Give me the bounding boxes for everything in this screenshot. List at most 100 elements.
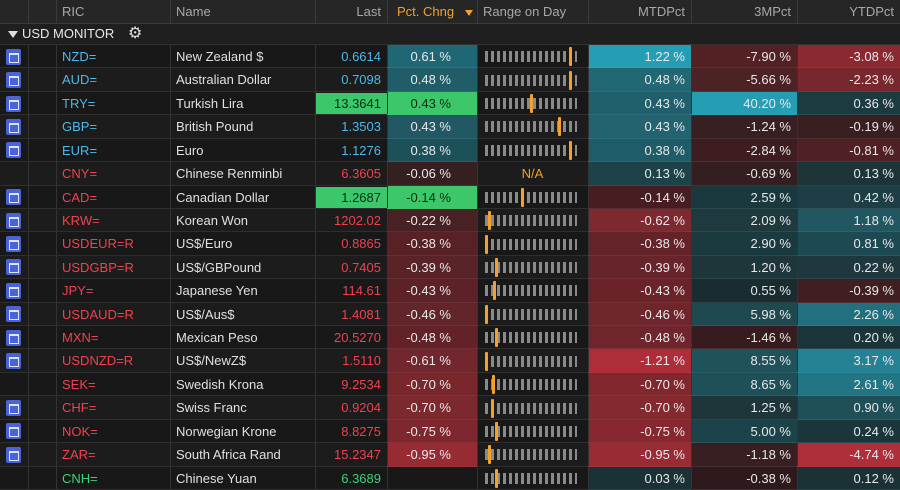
column-separator xyxy=(797,45,798,68)
column-separator xyxy=(170,396,171,419)
settings-gear[interactable]: ⚙ xyxy=(128,25,143,42)
column-separator xyxy=(477,138,478,162)
column-separator xyxy=(28,255,29,279)
instrument-icon[interactable] xyxy=(6,95,21,112)
last-cell: 0.7098 xyxy=(341,72,381,88)
table-row[interactable]: AUD= Australian Dollar 0.7098 0.48 % 0.48 % -… xyxy=(0,68,900,92)
table-row[interactable]: USDGBP=R US$/GBPound 0.7405 -0.39 % -0.39 % 1… xyxy=(0,255,900,280)
name-cell: Turkish Lira xyxy=(176,95,244,111)
mtd-cell: 0.13 % xyxy=(588,162,691,186)
column-separator xyxy=(28,138,29,162)
pct-chng-cell: -0.14 % xyxy=(387,185,477,209)
column-separator xyxy=(387,115,388,138)
table-row[interactable]: CNH= Chinese Yuan 6.3689 0.03 % -0.38 % 0.12 … xyxy=(0,466,900,490)
instrument-icon[interactable] xyxy=(6,306,21,323)
column-header[interactable]: Pct. Chng xyxy=(397,4,455,19)
column-header[interactable]: YTDPct xyxy=(849,4,894,19)
column-separator xyxy=(56,372,57,396)
column-separator xyxy=(56,68,57,91)
column-separator xyxy=(477,396,478,419)
table-row[interactable]: JPY= Japanese Yen 114.61 -0.43 % -0.43 % 0.55… xyxy=(0,279,900,303)
instrument-icon[interactable] xyxy=(6,400,21,417)
instrument-icon[interactable] xyxy=(6,48,21,65)
range-marker xyxy=(491,375,495,395)
table-row[interactable]: NOK= Norwegian Krone 8.8275 -0.75 % -0.75 % 5… xyxy=(0,419,900,444)
mtd-cell: -0.46 % xyxy=(588,302,691,327)
column-header[interactable]: Last xyxy=(356,4,381,19)
column-separator xyxy=(315,279,316,302)
table-row[interactable]: KRW= Korean Won 1202.02 -0.22 % -0.62 % 2.09 … xyxy=(0,208,900,233)
instrument-icon[interactable] xyxy=(6,259,21,276)
range-scale xyxy=(485,51,577,63)
column-separator xyxy=(170,185,171,208)
table-row[interactable]: EUR= Euro 1.1276 0.38 % 0.38 % -2.84 % -0.81 % xyxy=(0,138,900,163)
column-separator xyxy=(170,419,171,443)
column-header[interactable]: RIC xyxy=(62,4,85,19)
table-row[interactable]: CHF= Swiss Franc 0.9204 -0.70 % -0.70 % 1.25 … xyxy=(0,396,900,420)
instrument-icon[interactable] xyxy=(6,423,21,440)
instrument-icon[interactable] xyxy=(6,236,21,253)
table-row[interactable]: CNY= Chinese Renminbi 6.3605 -0.06 % N/A 0.13… xyxy=(0,162,900,186)
table-row[interactable]: ZAR= South Africa Rand 15.2347 -0.95 % -0.95… xyxy=(0,443,900,467)
column-separator xyxy=(588,396,589,419)
column-separator xyxy=(315,91,316,115)
pct-chng-cell: -0.39 % xyxy=(387,255,477,280)
column-separator xyxy=(387,466,388,489)
instrument-icon[interactable] xyxy=(6,189,21,206)
column-header[interactable]: Name xyxy=(176,4,211,19)
range-scale xyxy=(485,74,577,86)
column-separator xyxy=(477,349,478,372)
last-cell: 1.4081 xyxy=(341,306,381,322)
column-separator xyxy=(797,443,798,466)
group-row[interactable]: USD MONITOR ⚙ xyxy=(0,24,900,45)
m3-cell: -1.18 % xyxy=(691,443,797,467)
table-row[interactable]: USDAUD=R US$/Aus$ 1.4081 -0.46 % -0.46 % 5.98… xyxy=(0,302,900,327)
mtd-cell: 0.43 % xyxy=(588,91,691,116)
mtd-cell: -0.48 % xyxy=(588,326,691,350)
instrument-icon[interactable] xyxy=(6,446,21,463)
column-separator xyxy=(387,326,388,349)
table-row[interactable]: USDNZD=R US$/NewZ$ 1.5110 -0.61 % -1.21 % 8.5… xyxy=(0,349,900,373)
mtd-cell: -1.21 % xyxy=(588,349,691,373)
collapse-arrow[interactable] xyxy=(8,31,18,38)
ric-cell: USDEUR=R xyxy=(62,236,134,252)
column-separator xyxy=(797,419,798,443)
instrument-icon[interactable] xyxy=(6,353,21,370)
column-separator xyxy=(170,162,171,185)
column-separator xyxy=(56,419,57,443)
instrument-icon[interactable] xyxy=(6,282,21,299)
column-separator xyxy=(56,185,57,208)
table-row[interactable]: SEK= Swedish Krona 9.2534 -0.70 % -0.70 % 8.6… xyxy=(0,372,900,397)
group-title: USD MONITOR xyxy=(22,26,115,41)
column-separator xyxy=(28,185,29,208)
column-separator xyxy=(315,302,316,326)
instrument-icon[interactable] xyxy=(6,212,21,229)
last-cell: 1.5110 xyxy=(342,353,381,369)
table-row[interactable]: USDEUR=R US$/Euro 0.8865 -0.38 % -0.38 % 2.90… xyxy=(0,232,900,256)
column-separator xyxy=(56,255,57,279)
table-row[interactable]: TRY= Turkish Lira 13.3641 0.43 % 0.43 % 40.20… xyxy=(0,91,900,116)
column-separator xyxy=(691,443,692,466)
column-separator xyxy=(28,115,29,138)
column-separator xyxy=(56,45,57,68)
table-row[interactable]: GBP= British Pound 1.3503 0.43 % 0.43 % -1.24… xyxy=(0,115,900,139)
column-header[interactable]: MTDPct xyxy=(638,4,685,19)
range-marker xyxy=(488,445,492,465)
column-separator xyxy=(315,115,316,138)
ric-cell: SEK= xyxy=(62,376,96,392)
last-cell: 1.2687 xyxy=(315,186,387,208)
ric-cell: NOK= xyxy=(62,423,98,439)
ytd-cell: 0.22 % xyxy=(797,255,900,280)
table-row[interactable]: MXN= Mexican Peso 20.5270 -0.48 % -0.48 % -1.… xyxy=(0,326,900,350)
ytd-cell: 0.36 % xyxy=(797,91,900,116)
table-row[interactable]: CAD= Canadian Dollar 1.2687 -0.14 % -0.14 % 2… xyxy=(0,185,900,209)
column-header[interactable]: Range on Day xyxy=(483,4,567,19)
column-header[interactable]: 3MPct xyxy=(754,4,791,19)
column-separator xyxy=(315,255,316,279)
table-row[interactable]: NZD= New Zealand $ 0.6614 0.61 % 1.22 % -7.90… xyxy=(0,45,900,69)
instrument-icon[interactable] xyxy=(6,329,21,346)
pct-chng-cell xyxy=(387,467,477,490)
instrument-icon[interactable] xyxy=(6,142,21,159)
instrument-icon[interactable] xyxy=(6,118,21,135)
instrument-icon[interactable] xyxy=(6,72,21,89)
